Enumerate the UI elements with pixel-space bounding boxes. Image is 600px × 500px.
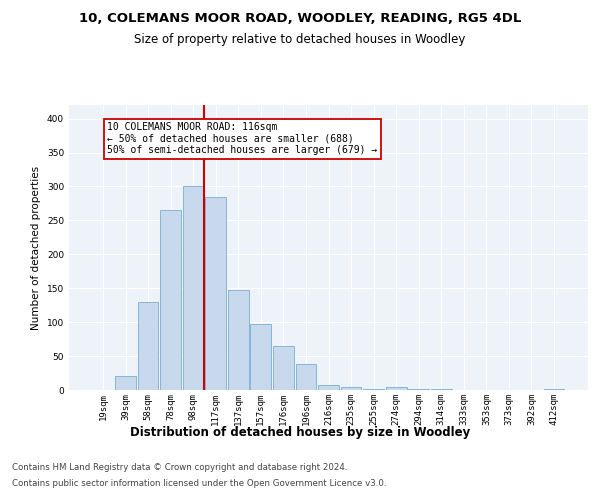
Bar [160, 210, 181, 390]
Text: 10, COLEMANS MOOR ROAD, WOODLEY, READING, RG5 4DL: 10, COLEMANS MOOR ROAD, WOODLEY, READING… [79, 12, 521, 26]
Text: Contains HM Land Registry data © Crown copyright and database right 2024.: Contains HM Land Registry data © Crown c… [12, 464, 347, 472]
Bar [228, 290, 248, 390]
Bar [409, 388, 429, 390]
Bar [205, 196, 226, 390]
Y-axis label: Number of detached properties: Number of detached properties [31, 166, 41, 330]
Bar [273, 346, 294, 390]
Bar [318, 384, 339, 390]
Bar [386, 388, 407, 390]
Bar [341, 386, 361, 390]
Text: Contains public sector information licensed under the Open Government Licence v3: Contains public sector information licen… [12, 478, 386, 488]
Bar [183, 186, 203, 390]
Bar [137, 302, 158, 390]
Text: Distribution of detached houses by size in Woodley: Distribution of detached houses by size … [130, 426, 470, 439]
Bar [250, 324, 271, 390]
Text: 10 COLEMANS MOOR ROAD: 116sqm
← 50% of detached houses are smaller (688)
50% of : 10 COLEMANS MOOR ROAD: 116sqm ← 50% of d… [107, 122, 377, 155]
Text: Size of property relative to detached houses in Woodley: Size of property relative to detached ho… [134, 32, 466, 46]
Bar [115, 376, 136, 390]
Bar [296, 364, 316, 390]
